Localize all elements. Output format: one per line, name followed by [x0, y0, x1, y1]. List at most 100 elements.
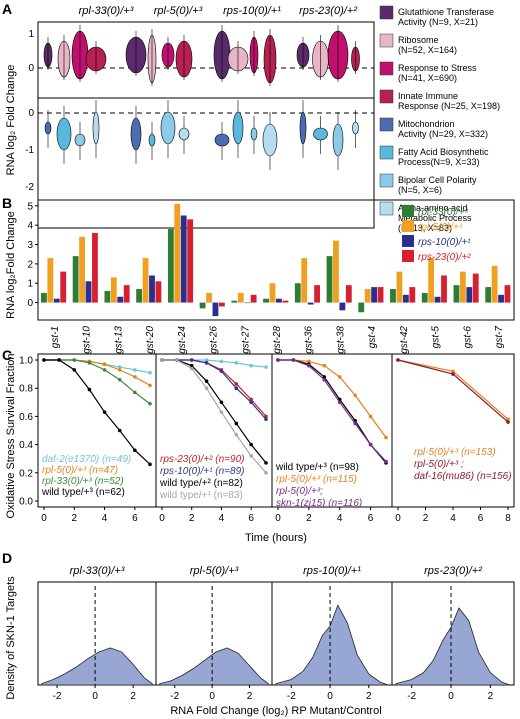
survival-line — [44, 359, 151, 465]
survival-legend-label: wild type/+³ (n=98) — [275, 462, 359, 473]
panel-b: B RNA log₂Fold Change 5 4 3 2 1 0 gst-1 gst-10… — [2, 195, 515, 354]
bar — [459, 271, 466, 303]
survival-point — [219, 359, 224, 364]
violin — [232, 111, 244, 145]
survival-legend-label: daf-2(e1370) (n=49) — [42, 454, 131, 465]
bar — [199, 302, 206, 309]
survival-point — [451, 369, 455, 374]
survival-point — [506, 420, 510, 424]
bar — [206, 292, 212, 303]
legend-swatch — [402, 220, 414, 232]
xtick-label: 2 — [488, 691, 494, 702]
bar — [123, 285, 130, 303]
bar — [428, 258, 435, 303]
survival-point — [117, 428, 122, 433]
bar — [237, 292, 244, 303]
bar — [504, 285, 511, 303]
xtick-label: 4 — [450, 513, 456, 524]
survival-point — [87, 387, 92, 392]
survival-point — [57, 358, 61, 362]
survival-legend-label: rpl-5(0)/+³ (n=115) — [276, 474, 357, 485]
xtick-label: gst-20 — [145, 326, 156, 354]
bar — [142, 258, 149, 303]
survival-point — [102, 362, 107, 367]
survival-subplot: 0 2 4 6 wild type/+³ (n=98)rpl-5(0)/+³ (n=11… — [271, 353, 393, 524]
ytick-label: 2 — [27, 259, 33, 270]
survival-point — [148, 383, 152, 388]
bar — [149, 275, 155, 303]
bar — [174, 203, 181, 303]
panel-c-ylabel: Oxidative Stress Survival Fraction — [5, 353, 17, 518]
panel-d-label: D — [2, 550, 12, 566]
xtick-label: gst-1 — [50, 326, 61, 348]
bar — [345, 285, 352, 303]
xtick-label: 0 — [448, 691, 454, 702]
density-area — [275, 604, 389, 686]
bar — [307, 302, 314, 305]
legend-label: Response to Stress — [398, 63, 477, 73]
xtick-label: gst-4 — [367, 326, 378, 349]
ytick-label: 0.4 — [19, 440, 33, 451]
panel-a-genotype-3: rps-10(0)/+¹ — [223, 5, 281, 17]
survival-point — [264, 365, 268, 369]
bar — [294, 283, 301, 303]
bar — [333, 240, 339, 303]
survival-legend-label: rps-23(0)/+² (n=90) — [160, 454, 244, 465]
density-title: rps-23(0)/+² — [424, 565, 482, 577]
survival-point — [160, 358, 164, 362]
survival-line — [397, 359, 509, 420]
ytick-label: 5 — [27, 201, 33, 212]
legend-label: (N=41, X=690) — [398, 73, 457, 83]
survival-line — [44, 359, 151, 386]
bar — [498, 294, 504, 303]
survival-point — [72, 368, 77, 372]
violin — [332, 123, 344, 157]
panel-a: A rpl-33(0)/+³ rpl-5(0)/+³ rps-10(0)/+¹ … — [2, 1, 500, 233]
bar — [79, 236, 85, 303]
survival-line — [162, 359, 267, 464]
xtick-label: gst-27 — [240, 326, 251, 354]
survival-legend-label: rpl-5(0)/+³ ; — [414, 459, 464, 470]
survival-point — [368, 414, 373, 419]
violin — [130, 117, 142, 151]
bar — [136, 289, 143, 303]
panel-a-label: A — [2, 1, 12, 17]
bar — [396, 271, 403, 303]
survival-point — [189, 358, 194, 362]
violin — [214, 133, 230, 147]
xtick-label: 6 — [478, 513, 484, 524]
xtick-label: 6 — [248, 513, 254, 524]
survival-point — [204, 361, 209, 365]
panel-d: D Density of SKN-1 Targets RNA Fold Chan… — [2, 550, 515, 717]
survival-point — [249, 400, 253, 405]
density-subplot: rpl-33(0)/+³ -2 0 2 — [37, 565, 157, 702]
density-area — [159, 647, 269, 686]
panel-c-label: C — [2, 347, 12, 363]
bar — [92, 232, 98, 303]
panel-b-ylabel: RNA log₂Fold Change — [5, 211, 17, 319]
xtick-label: gst-5 — [431, 326, 442, 349]
xtick-label: gst-7 — [494, 326, 505, 349]
panel-d-xlabel: RNA Fold Change (log₂) RP Mutant/Control — [170, 705, 381, 717]
panel-a-violins — [43, 25, 360, 170]
survival-line — [278, 359, 387, 438]
panel-a-genotype-2: rpl-5(0)/+³ — [154, 5, 203, 17]
survival-line — [397, 359, 509, 423]
survival-point — [249, 397, 253, 402]
bar — [371, 287, 378, 303]
survival-point — [506, 417, 510, 422]
bar — [358, 302, 365, 313]
survival-point — [117, 365, 122, 369]
survival-point — [117, 368, 122, 372]
panel-a-ytick: -1 — [25, 145, 34, 156]
violin — [299, 111, 307, 145]
bar — [117, 296, 124, 303]
survival-point — [133, 375, 137, 379]
survival-point — [102, 410, 107, 414]
legend-swatch — [379, 145, 394, 160]
survival-point — [117, 377, 122, 382]
survival-point — [148, 370, 152, 375]
survival-point — [234, 361, 239, 365]
